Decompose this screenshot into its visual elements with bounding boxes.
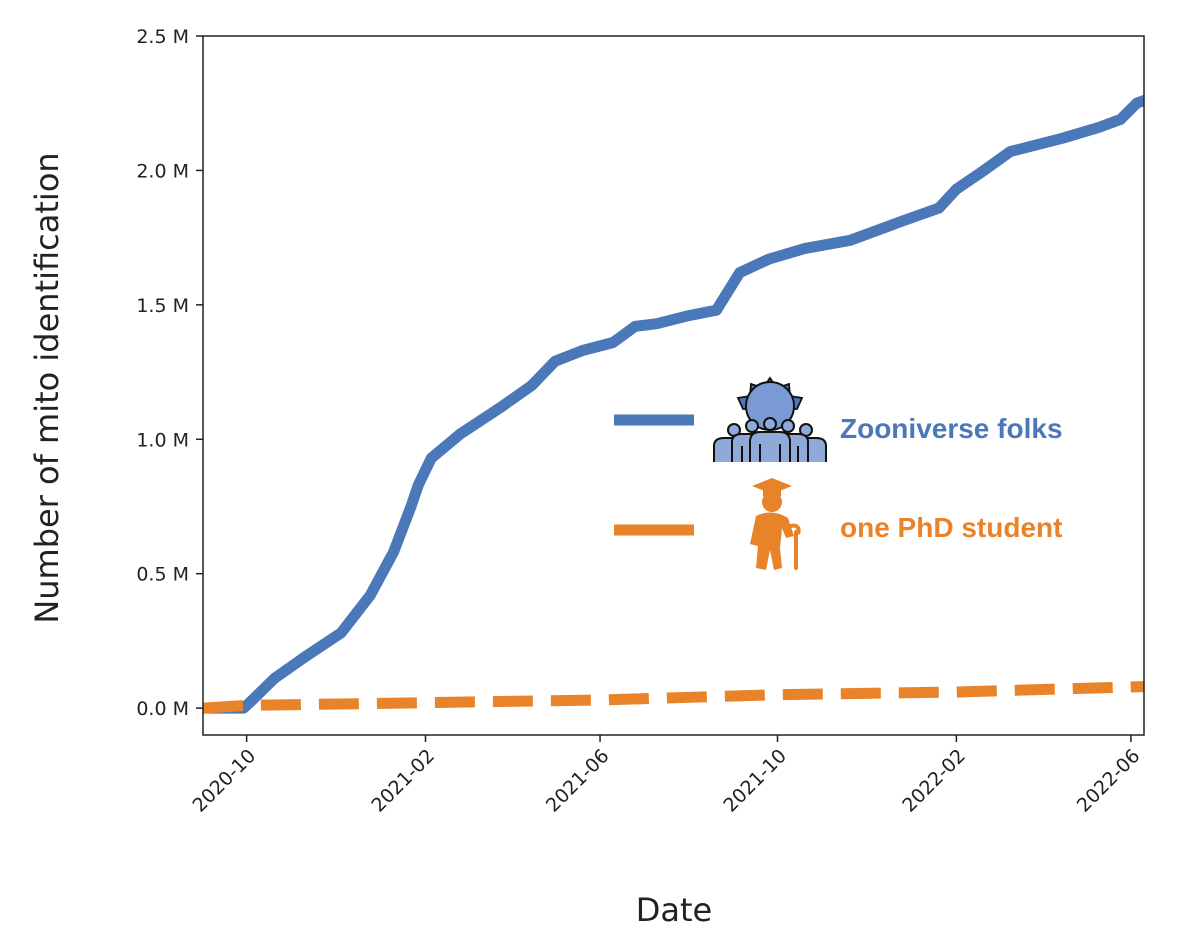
x-tick-label: 2022-02 xyxy=(898,745,970,817)
y-tick-label: 0.0 M xyxy=(136,698,189,720)
legend: Zooniverse folks one PhD student xyxy=(614,376,1063,570)
x-tick-label: 2021-06 xyxy=(542,745,614,817)
y-axis-title: Number of mito identification xyxy=(28,152,66,623)
x-tick-label: 2022-06 xyxy=(1073,745,1145,817)
series-line-0 xyxy=(203,95,1144,714)
y-tick-label: 1.5 M xyxy=(136,295,189,317)
y-tick-label: 2.5 M xyxy=(136,26,189,48)
y-tick-label: 0.5 M xyxy=(136,564,189,586)
x-tick-label: 2021-10 xyxy=(719,745,791,817)
graduate-elder-icon xyxy=(750,478,801,570)
y-tick-label: 1.0 M xyxy=(136,429,189,451)
crowd-icon xyxy=(713,376,827,462)
plot-frame xyxy=(202,35,1145,736)
y-tick-label: 2.0 M xyxy=(136,160,189,182)
legend-label-phd: one PhD student xyxy=(840,512,1062,543)
x-axis-title: Date xyxy=(636,891,712,929)
series-line-1 xyxy=(203,681,1144,714)
legend-label-zooniverse: Zooniverse folks xyxy=(840,413,1063,444)
x-tick-label: 2020-10 xyxy=(188,745,260,817)
x-tick-label: 2021-02 xyxy=(367,745,439,817)
